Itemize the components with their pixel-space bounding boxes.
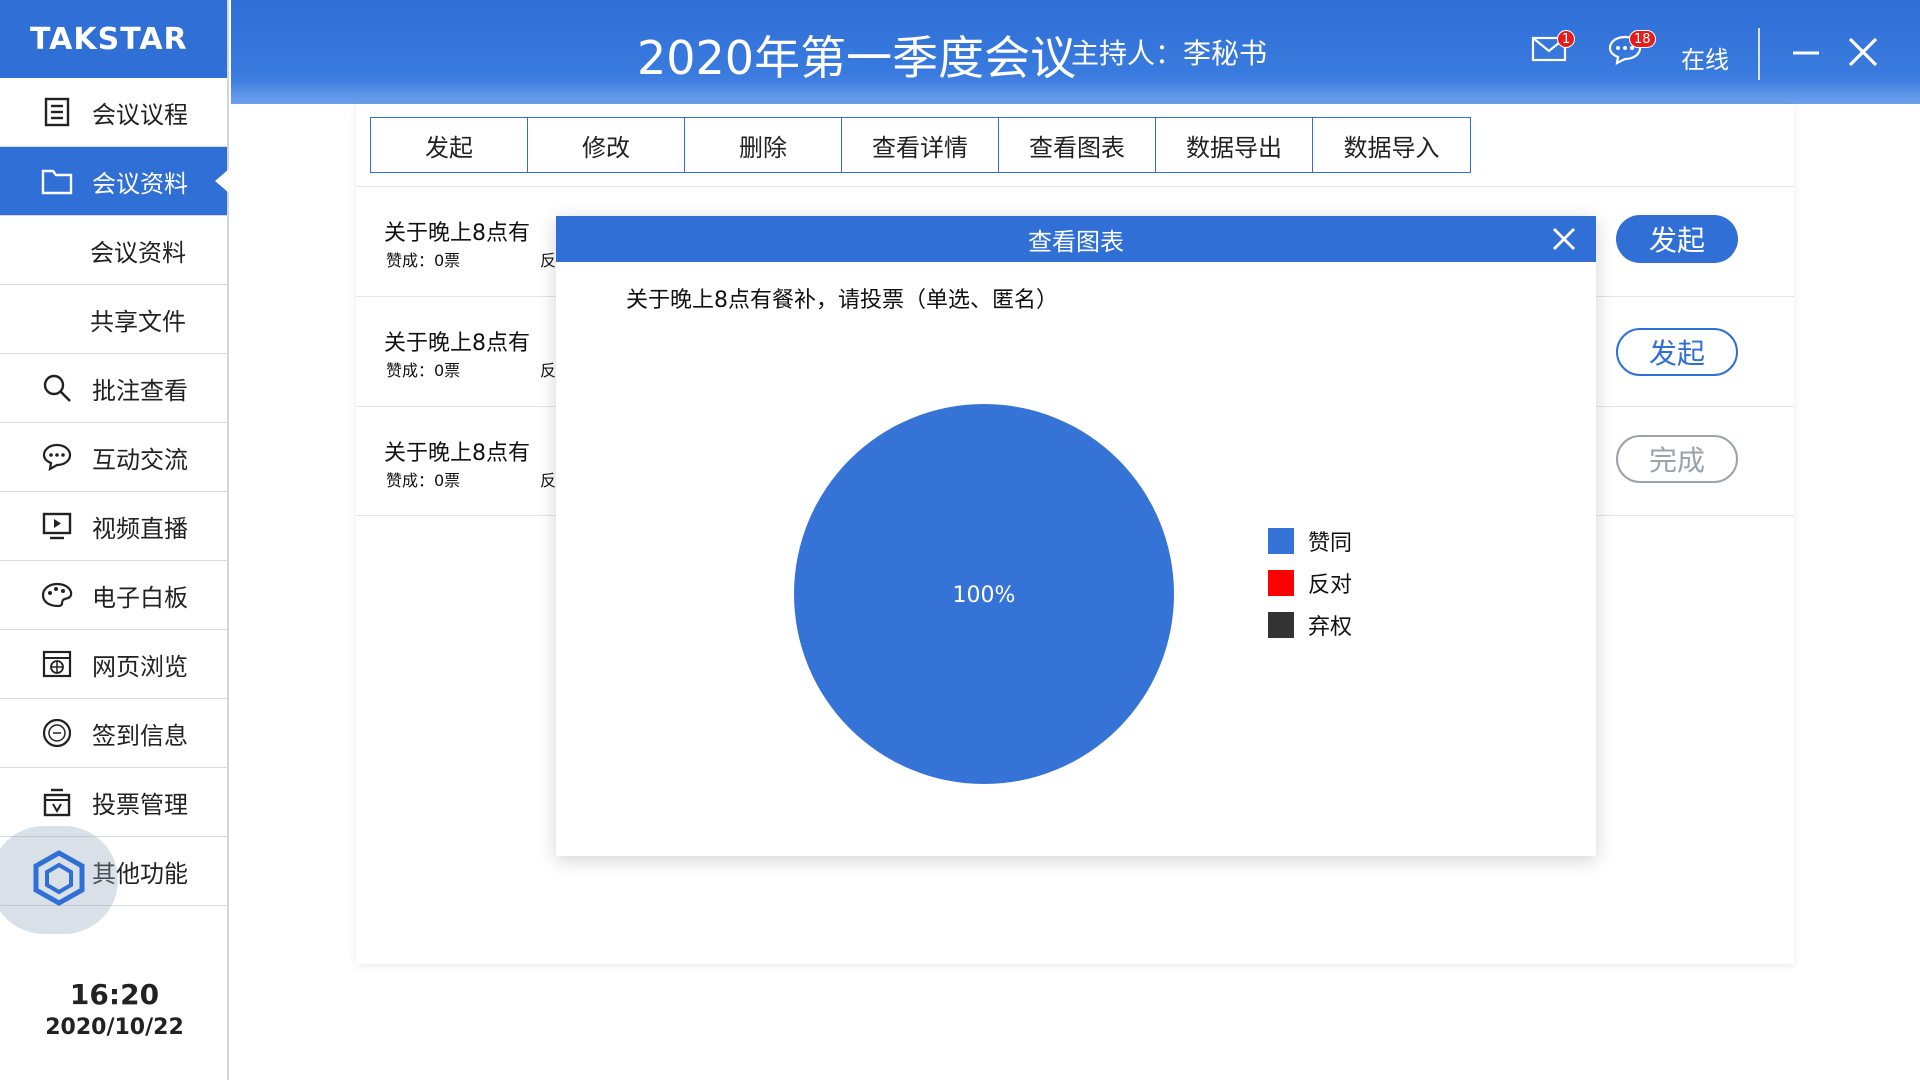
clock-time: 16:20 [69,978,160,1011]
brand-logo: TAKSTAR [0,0,227,78]
logo-text: TAKSTAR [30,21,188,57]
list-item[interactable]: 关于晚上8点有 赞成：0票 反 发起 [356,296,1794,406]
legend-item: 弃权 [1268,604,1352,646]
hexagon-logo-icon [30,849,88,911]
vote-agree-count: 赞成：0票 [386,471,461,490]
dialog-close-icon[interactable] [1550,225,1578,253]
legend-label: 赞同 [1308,531,1353,556]
vote-icon [40,785,74,819]
sidebar-item-agenda[interactable]: 会议议程 [0,78,227,147]
minimize-icon[interactable] [1789,38,1829,74]
video-icon [40,509,74,543]
agenda-icon [40,95,74,129]
legend-label: 反对 [1308,573,1353,598]
sidebar-item-label: 会议资料 [92,169,188,198]
pie-slice [794,404,1174,784]
pie-data-label: 100% [953,583,1016,608]
folder-icon [40,164,74,198]
sidebar-subitem-materials[interactable]: 会议资料 [0,216,227,285]
sidebar-item-interaction[interactable]: 互动交流 [0,423,227,492]
import-data-button[interactable]: 数据导入 [1313,118,1470,172]
sidebar-item-whiteboard[interactable]: 电子白板 [0,561,227,630]
legend-swatch [1268,570,1294,596]
vote-title: 关于晚上8点有 [384,441,530,466]
delete-button[interactable]: 删除 [685,118,842,172]
meeting-title: 2020年第一季度会议 [637,31,1077,85]
vote-agree-count: 赞成：0票 [386,361,461,380]
dialog-header: 查看图表 [556,216,1596,262]
sidebar-item-label: 互动交流 [92,445,188,474]
toolbar: 发起 修改 删除 查看详情 查看图表 数据导出 数据导入 [370,117,1471,173]
sign-icon [40,716,74,750]
sidebar: TAKSTAR 会议议程 会议资料 会议资料 共享文件 批注查看 互动交流 [0,0,229,1080]
view-details-button[interactable]: 查看详情 [842,118,999,172]
vote-oppose-count: 反 [540,361,557,380]
sidebar-item-label: 批注查看 [92,376,188,405]
sidebar-item-annotations[interactable]: 批注查看 [0,354,227,423]
sidebar-item-materials[interactable]: 会议资料 [0,147,229,216]
sidebar-item-label: 视频直播 [92,514,188,543]
sidebar-item-label: 其他功能 [92,859,188,888]
dialog-title: 查看图表 [1028,227,1124,256]
vote-agree-count: 赞成：0票 [386,251,461,270]
header-bar: 2020年第一季度会议 主持人：李秘书 1 18 在线 [231,0,1920,104]
floating-assist-button[interactable] [0,826,118,934]
message-icon[interactable]: 18 [1607,30,1656,70]
legend-label: 弃权 [1308,615,1353,640]
sidebar-item-label: 会议资料 [90,238,186,267]
sidebar-item-label: 会议议程 [92,100,188,129]
search-icon [40,371,74,405]
start-button[interactable]: 发起 [371,118,528,172]
mail-icon[interactable]: 1 [1531,30,1576,70]
sidebar-subitem-shared-files[interactable]: 共享文件 [0,285,227,354]
sidebar-item-label: 签到信息 [92,721,188,750]
host-label: 主持人：李秘书 [1071,37,1268,70]
close-icon[interactable] [1845,34,1885,70]
chat-icon [40,440,74,474]
chart-legend: 赞同 反对 弃权 [1268,520,1352,646]
legend-swatch [1268,612,1294,638]
legend-swatch [1268,528,1294,554]
view-chart-button[interactable]: 查看图表 [999,118,1156,172]
mail-badge: 1 [1557,30,1576,48]
message-badge: 18 [1629,30,1656,48]
sidebar-item-label: 共享文件 [90,307,186,336]
chart-dialog: 查看图表 关于晚上8点有餐补，请投票（单选、匿名） 100% 赞同反对弃权 [556,216,1596,856]
sidebar-item-live-video[interactable]: 视频直播 [0,492,227,561]
clock: 16:20 2020/10/22 [0,978,229,1040]
sidebar-item-sign-in[interactable]: 签到信息 [0,699,227,768]
sidebar-item-label: 电子白板 [92,583,188,612]
row-done-button[interactable]: 完成 [1616,435,1738,483]
vote-title: 关于晚上8点有 [384,331,530,356]
sidebar-item-other[interactable]: 其他功能 [0,837,227,906]
clock-date: 2020/10/22 [45,1015,184,1040]
legend-item: 赞同 [1268,520,1352,562]
sidebar-item-label: 网页浏览 [92,652,188,681]
sidebar-item-vote-manage[interactable]: 投票管理 [0,768,227,837]
edit-button[interactable]: 修改 [528,118,685,172]
row-start-button[interactable]: 发起 [1616,215,1738,263]
export-data-button[interactable]: 数据导出 [1156,118,1313,172]
vote-question: 关于晚上8点有餐补，请投票（单选、匿名） [626,288,1058,313]
row-start-button[interactable]: 发起 [1616,328,1738,376]
browser-icon [40,647,74,681]
pie-chart: 100% [794,404,1174,784]
list-item[interactable]: 关于晚上8点有 赞成：0票 反 发起 [356,186,1794,296]
sidebar-item-web-browse[interactable]: 网页浏览 [0,630,227,699]
legend-item: 反对 [1268,562,1352,604]
sidebar-item-label: 投票管理 [92,790,188,819]
vote-title: 关于晚上8点有 [384,221,530,246]
vote-oppose-count: 反 [540,251,557,270]
palette-icon [40,578,74,612]
online-status: 在线 [1681,46,1729,74]
vote-oppose-count: 反 [540,471,557,490]
